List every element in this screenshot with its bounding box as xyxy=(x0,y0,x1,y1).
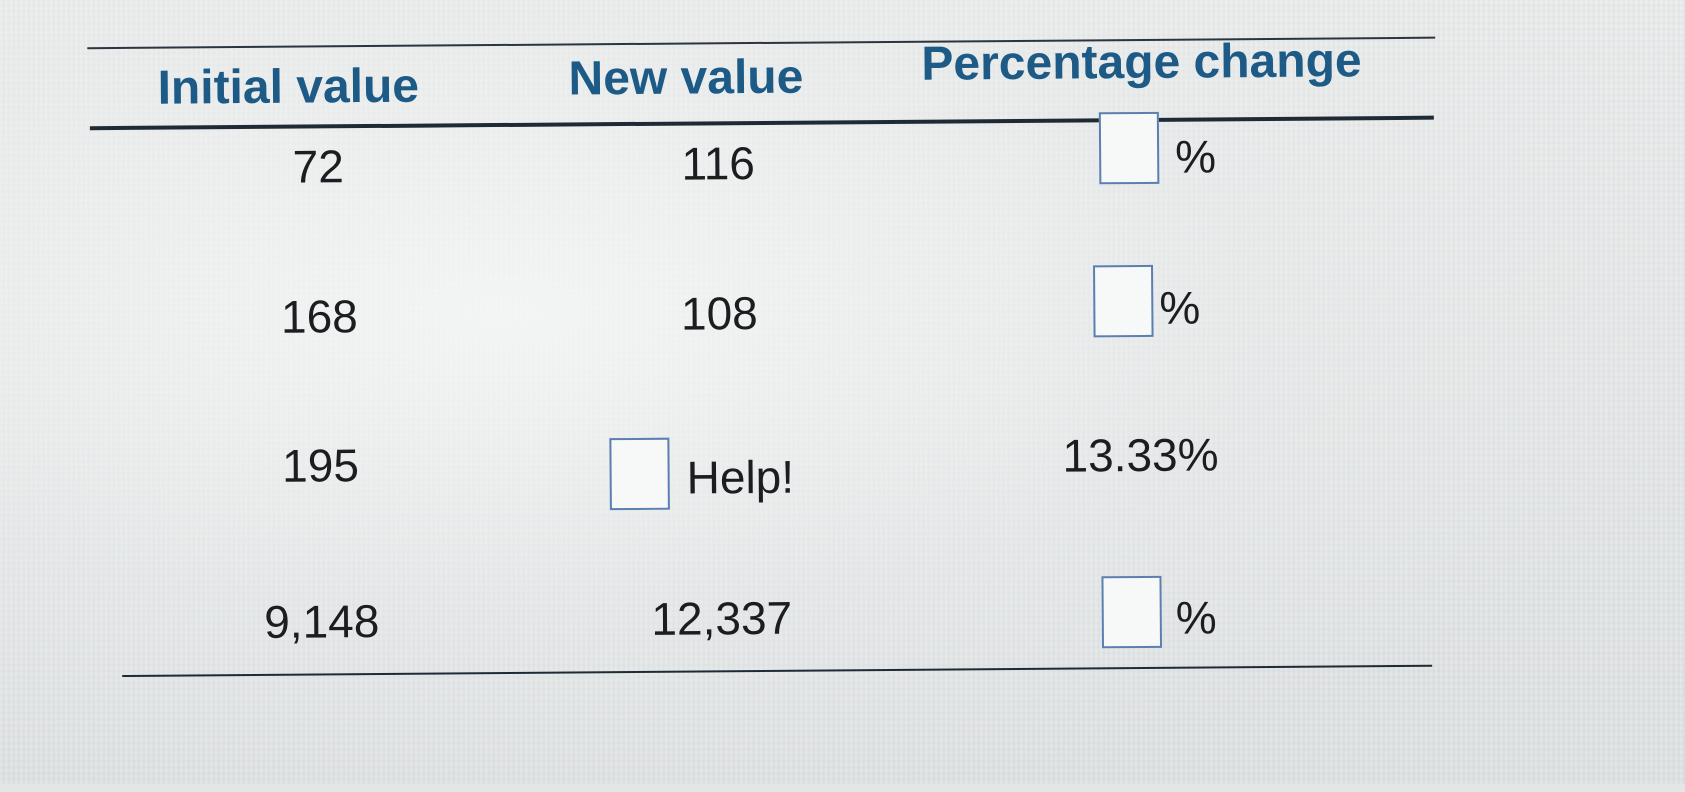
header-divider-rule xyxy=(89,115,1434,131)
header-percentage-change: Percentage change xyxy=(921,34,1362,91)
row2-initial-value: 168 xyxy=(280,290,358,343)
header-new-value: New value xyxy=(568,50,804,106)
header-initial-value: Initial value xyxy=(157,59,420,115)
row2-new-value: 108 xyxy=(680,286,758,340)
row3-initial-value: 195 xyxy=(281,439,360,492)
row1-percent-answer-box[interactable] xyxy=(1098,111,1160,185)
row2-percent-answer-box[interactable] xyxy=(1093,264,1154,338)
row1-initial-value: 72 xyxy=(292,140,344,193)
row4-new-value: 12,337 xyxy=(651,591,793,645)
row4-percent-sign: % xyxy=(1175,591,1217,644)
row4-percent-answer-box[interactable] xyxy=(1101,575,1163,649)
row3-new-value-answer-box[interactable] xyxy=(609,437,670,511)
table-bottom-rule xyxy=(122,664,1433,677)
help-link[interactable]: Help! xyxy=(686,450,795,504)
row1-percent-sign: % xyxy=(1174,130,1217,183)
row1-new-value: 116 xyxy=(681,137,756,190)
row4-initial-value: 9,148 xyxy=(264,594,380,648)
row3-percent-change: 13.33% xyxy=(1062,428,1219,482)
row2-percent-sign: % xyxy=(1159,281,1201,334)
